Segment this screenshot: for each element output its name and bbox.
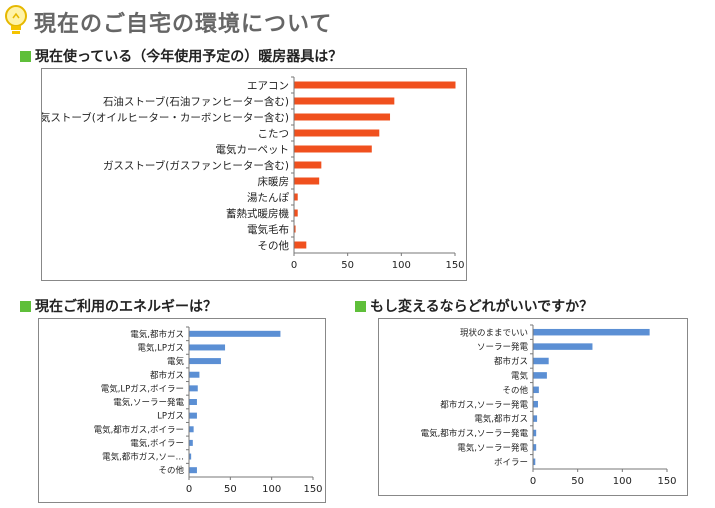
category-label: 床暖房 <box>258 175 290 188</box>
category-label: LPガス <box>157 411 184 422</box>
bar <box>294 241 307 249</box>
x-tick-label: 50 <box>341 260 354 271</box>
bar <box>294 145 372 153</box>
bar <box>294 129 380 137</box>
section-title-heaters: 現在使っている（今年使用予定の）暖房器具は？ <box>20 46 342 66</box>
category-label: その他 <box>258 239 290 252</box>
section-title-change-text: もし変えるならどれがいいですか？ <box>370 299 594 315</box>
x-tick-label: 50 <box>571 476 584 487</box>
category-label: 電気 <box>167 356 185 367</box>
chart-energy: 0 50 100 150 電気,都市ガス電気,LPガス電気都市ガス電気,LPガス,ボイラ… <box>94 326 323 495</box>
category-label: その他 <box>502 385 528 396</box>
category-label: エアコン <box>247 80 289 92</box>
category-label: ボイラー <box>494 458 528 468</box>
category-label: 電気,LPガス,ボイラー <box>101 383 184 394</box>
bar <box>533 415 538 422</box>
category-label: 電気カーペット <box>216 143 290 156</box>
x-tick-label: 100 <box>613 476 632 487</box>
category-label: 電気ストーブ(オイルヒーター・カーボンヒーター含む) <box>42 111 289 124</box>
category-label: 電気,都市ガス,ソーラー発電 <box>421 428 529 439</box>
x-tick-label: 100 <box>392 260 411 271</box>
bar <box>189 439 193 446</box>
lightbulb-icon <box>5 5 27 34</box>
category-label: 電気,都市ガス <box>474 414 528 425</box>
bar <box>189 371 200 378</box>
category-label: 電気毛布 <box>247 223 289 236</box>
bar <box>294 81 456 89</box>
category-label: 湯たんぽ <box>247 192 289 204</box>
section-title-energy: 現在ご利用のエネルギーは？ <box>20 296 217 316</box>
category-label: 電気,ボイラー <box>130 438 184 449</box>
category-label: 現状のままでいい <box>460 327 528 338</box>
category-label: 電気,都市ガス,ボイラー <box>94 424 184 435</box>
category-label: 電気,LPガス <box>137 343 184 354</box>
bar <box>294 225 296 233</box>
bar <box>294 177 320 185</box>
category-label: 電気,ソーラー発電 <box>113 397 184 408</box>
bar <box>533 357 549 365</box>
x-tick-label: 150 <box>303 484 322 495</box>
chart-frame-change: 0 50 100 150 現状のままでいいソーラー発電都市ガス電気その他都市ガス,ソーラ… <box>378 318 688 496</box>
x-tick-label: 100 <box>262 484 281 495</box>
section-title-heaters-text: 現在使っている（今年使用予定の）暖房器具は？ <box>35 49 343 65</box>
x-tick-label: 150 <box>657 476 676 487</box>
section-marker-icon <box>20 301 31 312</box>
bar <box>533 386 539 394</box>
chart-frame-energy: 0 50 100 150 電気,都市ガス電気,LPガス電気都市ガス電気,LPガス,ボイラ… <box>38 318 326 503</box>
bar <box>533 444 537 451</box>
bar <box>189 399 197 405</box>
bar <box>189 426 194 433</box>
bar <box>189 385 198 392</box>
category-label: 都市ガス <box>150 370 184 381</box>
bar <box>294 97 395 105</box>
x-tick-label: 0 <box>291 260 297 271</box>
category-label: こたつ <box>258 128 290 140</box>
section-title-energy-text: 現在ご利用のエネルギーは？ <box>35 299 217 315</box>
category-label: ソーラー発電 <box>477 343 529 353</box>
bar <box>294 113 391 121</box>
x-tick-label: 0 <box>530 476 536 487</box>
category-label: 石油ストーブ(石油ファンヒーター含む) <box>103 95 289 108</box>
category-label: 電気 <box>511 370 529 381</box>
section-marker-icon <box>20 51 31 62</box>
page-title: 現在のご自宅の環境について <box>34 12 333 37</box>
category-label: 電気,都市ガス,ソー… <box>102 452 184 463</box>
section-marker-icon <box>355 301 366 312</box>
category-label: 蓄熱式暖房機 <box>226 207 289 220</box>
bar <box>294 209 298 217</box>
category-label: その他 <box>158 465 184 476</box>
bar <box>189 467 197 474</box>
bar <box>294 161 322 169</box>
bar <box>189 358 221 365</box>
x-tick-label: 0 <box>186 484 192 495</box>
bar <box>189 344 226 351</box>
bar <box>189 453 192 460</box>
category-label: 都市ガス <box>494 356 528 367</box>
x-tick-label: 50 <box>224 484 237 495</box>
category-label: 電気,ソーラー発電 <box>457 442 528 453</box>
bar <box>294 193 298 201</box>
bar <box>189 330 281 337</box>
bar <box>533 328 650 336</box>
section-title-change: もし変えるならどれがいいですか？ <box>355 296 593 316</box>
category-label: 都市ガス,ソーラー発電 <box>440 399 528 410</box>
bar <box>533 372 547 379</box>
chart-frame-heaters: 0 50 100 150 エアコン石油ストーブ(石油ファンヒーター含む) 電気ストーブ(オ… <box>29 68 467 281</box>
category-label: 電気,都市ガス <box>130 329 184 340</box>
bar <box>533 343 593 350</box>
bar <box>533 429 537 437</box>
x-tick-label: 150 <box>445 260 464 271</box>
bar <box>533 458 536 466</box>
bar <box>533 400 538 408</box>
chart-change: 0 50 100 150 現状のままでいいソーラー発電都市ガス電気その他都市ガス,ソーラ… <box>421 324 677 487</box>
category-label: ガスストーブ(ガスファンヒーター含む) <box>103 159 289 172</box>
bar <box>189 412 197 419</box>
